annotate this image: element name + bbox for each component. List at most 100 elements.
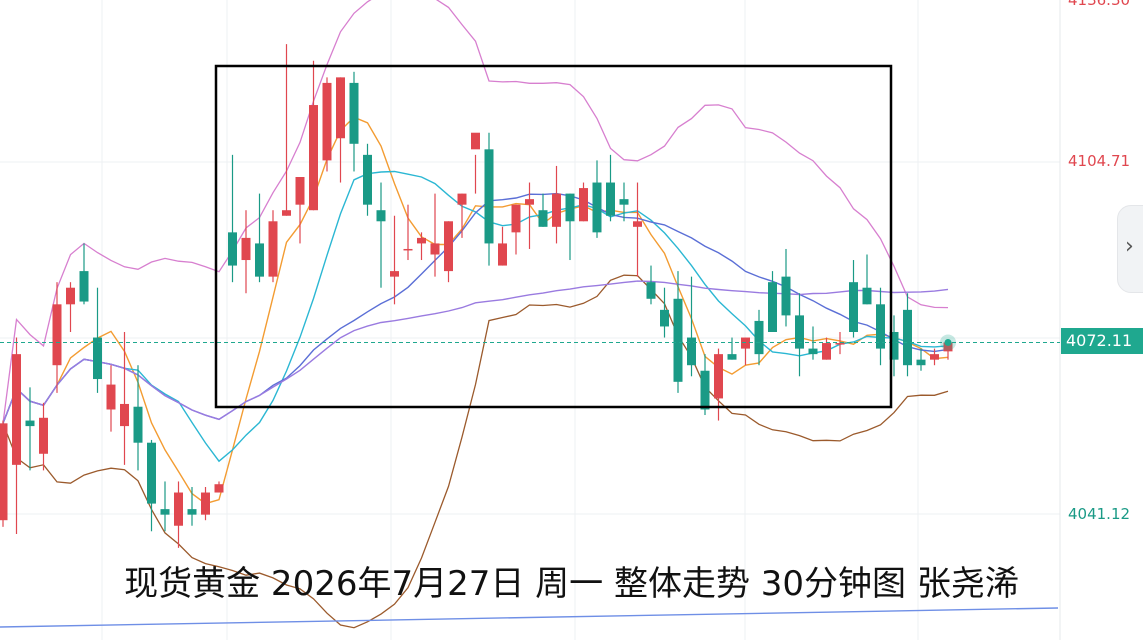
candle [876,287,885,366]
candle-body [187,509,197,515]
candle-body [525,199,534,205]
candle-body [808,348,818,355]
candle-body [241,237,251,261]
candle [579,182,588,222]
chart-caption: 现货黄金 2026年7月27日 周一 整体走势 30分钟图 张尧浠 [124,564,1019,604]
candle-body [822,343,831,360]
candle-body [741,337,750,349]
candle [39,402,48,471]
candle [66,282,75,332]
candle [322,77,332,172]
candle-body [673,298,683,382]
candle [120,331,129,465]
candle [160,481,170,532]
boll-upper-line [2,0,949,424]
candle [133,365,143,471]
candle [822,337,831,360]
candle [538,193,548,227]
candle-body [0,423,8,521]
candle-body [633,221,642,227]
candle [444,221,453,283]
candle-body [255,243,264,277]
candle-body [12,354,21,465]
candle [12,337,21,535]
candle-body [349,82,359,144]
highlight-box [214,64,893,409]
candle [592,160,602,238]
candle [700,354,710,416]
candle [349,71,359,172]
candle [511,204,521,255]
candle-body [889,331,899,360]
chevron-right-icon: › [1125,234,1134,259]
candle [619,182,629,222]
candle-body [66,287,75,305]
candle-body [120,403,129,427]
candle [552,165,561,244]
candle-body [619,199,629,205]
candle-body [606,182,615,216]
candle [79,243,89,305]
trend-line [0,607,1059,628]
candle-body [390,271,399,277]
candle-body [282,210,291,216]
candle [633,182,642,277]
candle-body [133,406,143,443]
candle-body [700,370,710,410]
candle-body [295,177,305,205]
candle-body [309,105,318,211]
candle [930,348,939,366]
candle [93,287,102,393]
candle [241,210,251,294]
candle-body [471,132,480,150]
ma5-line [2,116,949,505]
candle-body [160,509,170,515]
candle-body [930,354,939,360]
candle-body [565,193,575,222]
candle-body [147,442,156,504]
candle-body [174,492,183,526]
candle [309,60,318,211]
candle [295,177,305,244]
candle-body [835,343,845,345]
candle-body [417,237,426,244]
candle [754,309,764,366]
candle [268,210,278,283]
candle [768,271,777,332]
ma20-line [2,192,949,424]
candle-body [403,248,413,251]
candle-body [79,271,89,302]
candle [430,193,440,277]
candle-body [579,188,588,222]
boll-lower-line [2,274,949,629]
candle [282,44,291,216]
candle-body [376,210,386,222]
candle-body [25,420,35,427]
axis-price-upper: 4104.71 [1068,152,1131,170]
candle-body [228,232,237,266]
candle-body [714,354,723,399]
candle [862,254,872,305]
candle [336,77,345,183]
candle-body [862,287,872,305]
candle [687,276,696,377]
candle-body [336,77,345,139]
chart-overlay [0,64,1060,628]
candle [174,481,183,548]
candle-body [484,149,494,244]
candle [457,193,467,238]
candle-body [93,337,102,380]
candle-body [849,282,858,332]
candle-body [795,315,804,349]
candle [0,420,8,527]
candle [214,481,224,493]
candle-body [538,210,548,227]
next-chart-button[interactable]: › [1117,205,1143,293]
candle [889,315,899,377]
candle-body [201,492,210,515]
candle-body [687,337,696,366]
current-price-dot [944,338,952,346]
candle-body [457,193,467,205]
candle [565,193,575,261]
candle [147,439,156,532]
